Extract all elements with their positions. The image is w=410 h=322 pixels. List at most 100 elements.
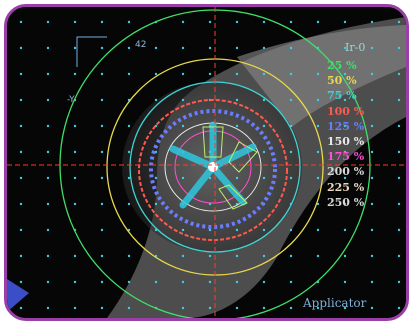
grid-dot <box>370 254 374 258</box>
grid-dot <box>370 72 374 76</box>
grid-dot <box>262 254 266 258</box>
grid-dot <box>289 228 293 232</box>
grid-dot <box>235 124 239 128</box>
grid-dot <box>181 20 185 24</box>
grid-dot <box>397 202 401 206</box>
axis-label-top: 42 <box>135 40 146 50</box>
grid-dot <box>262 228 266 232</box>
grid-dot <box>343 280 347 284</box>
grid-dot <box>100 228 104 232</box>
grid-dot <box>235 228 239 232</box>
grid-dot <box>289 98 293 102</box>
grid-dot <box>19 72 23 76</box>
grid-dot <box>397 254 401 258</box>
grid-dot <box>73 124 77 128</box>
grid-dot <box>208 20 212 24</box>
legend-item: 250 % <box>327 195 365 209</box>
grid-dot <box>181 176 185 180</box>
grid-dot <box>370 98 374 102</box>
grid-dot <box>370 306 374 310</box>
grid-dot <box>289 72 293 76</box>
corner-marker <box>7 279 29 312</box>
grid-dot <box>316 20 320 24</box>
isodose-125 <box>149 109 277 229</box>
legend-item: 25 % <box>327 59 357 72</box>
grid-dot <box>289 176 293 180</box>
grid-dot <box>289 20 293 24</box>
grid-dot <box>343 202 347 206</box>
grid-dot <box>370 176 374 180</box>
grid-dot <box>100 202 104 206</box>
grid-dot <box>46 202 50 206</box>
grid-dot <box>46 306 50 310</box>
grid-dot <box>154 202 158 206</box>
corner-bracket <box>76 36 107 67</box>
grid-dot <box>289 280 293 284</box>
grid-dot <box>154 72 158 76</box>
grid-dot <box>19 254 23 258</box>
grid-dot <box>19 202 23 206</box>
grid-dot <box>370 150 374 154</box>
grid-dot <box>397 280 401 284</box>
grid-dot <box>397 72 401 76</box>
grid-dot <box>208 46 212 50</box>
grid-dot <box>100 72 104 76</box>
grid-dot <box>316 306 320 310</box>
grid-dot <box>181 228 185 232</box>
grid-dot <box>370 124 374 128</box>
grid-dot <box>46 280 50 284</box>
legend-item: 100 % <box>327 104 365 118</box>
grid-dot <box>208 280 212 284</box>
grid-dot <box>46 72 50 76</box>
axis-label-left: -Y <box>67 95 75 105</box>
grid-dot <box>235 20 239 24</box>
grid-dot <box>289 306 293 310</box>
grid-dot <box>46 46 50 50</box>
grid-dot <box>235 98 239 102</box>
grid-dot <box>316 150 320 154</box>
grid-dot <box>127 46 131 50</box>
grid-dot <box>19 150 23 154</box>
legend-title: Ir-0 <box>345 41 366 54</box>
grid-dot <box>262 306 266 310</box>
grid-dot <box>46 20 50 24</box>
grid-dot <box>289 254 293 258</box>
grid-dot <box>208 176 212 180</box>
grid-dot <box>316 228 320 232</box>
legend-item: 125 % <box>327 119 365 133</box>
grid-dot <box>127 20 131 24</box>
dose-plan-frame: 42 -Y Ir-0 25 % 50 % 75 % 100 % 125 % <box>4 4 409 321</box>
grid-dot <box>181 254 185 258</box>
grid-dot <box>19 280 23 284</box>
grid-dot <box>100 150 104 154</box>
grid-dot <box>181 124 185 128</box>
grid-dot <box>262 72 266 76</box>
grid-dot <box>73 46 77 50</box>
grid-dot <box>343 306 347 310</box>
grid-dot <box>370 202 374 206</box>
grid-dot <box>46 254 50 258</box>
grid-dot <box>46 228 50 232</box>
tissue-highlight <box>237 25 406 127</box>
grid-dot <box>262 98 266 102</box>
grid-dot <box>316 176 320 180</box>
grid-dot <box>316 98 320 102</box>
grid-dot <box>370 280 374 284</box>
grid-dot <box>19 124 23 128</box>
grid-dot <box>100 306 104 310</box>
grid-dot <box>397 46 401 50</box>
grid-dot <box>181 46 185 50</box>
legend-item: 150 % <box>327 135 365 148</box>
grid-dot <box>397 176 401 180</box>
grid-dot <box>262 20 266 24</box>
grid-dot <box>262 176 266 180</box>
grid-dot <box>100 176 104 180</box>
grid-dot <box>208 306 212 310</box>
grid-dot <box>73 280 77 284</box>
grid-dot <box>73 202 77 206</box>
grid-dot <box>343 20 347 24</box>
grid-dot <box>262 46 266 50</box>
grid-dot <box>73 176 77 180</box>
grid-dot <box>397 150 401 154</box>
grid-dot <box>100 20 104 24</box>
